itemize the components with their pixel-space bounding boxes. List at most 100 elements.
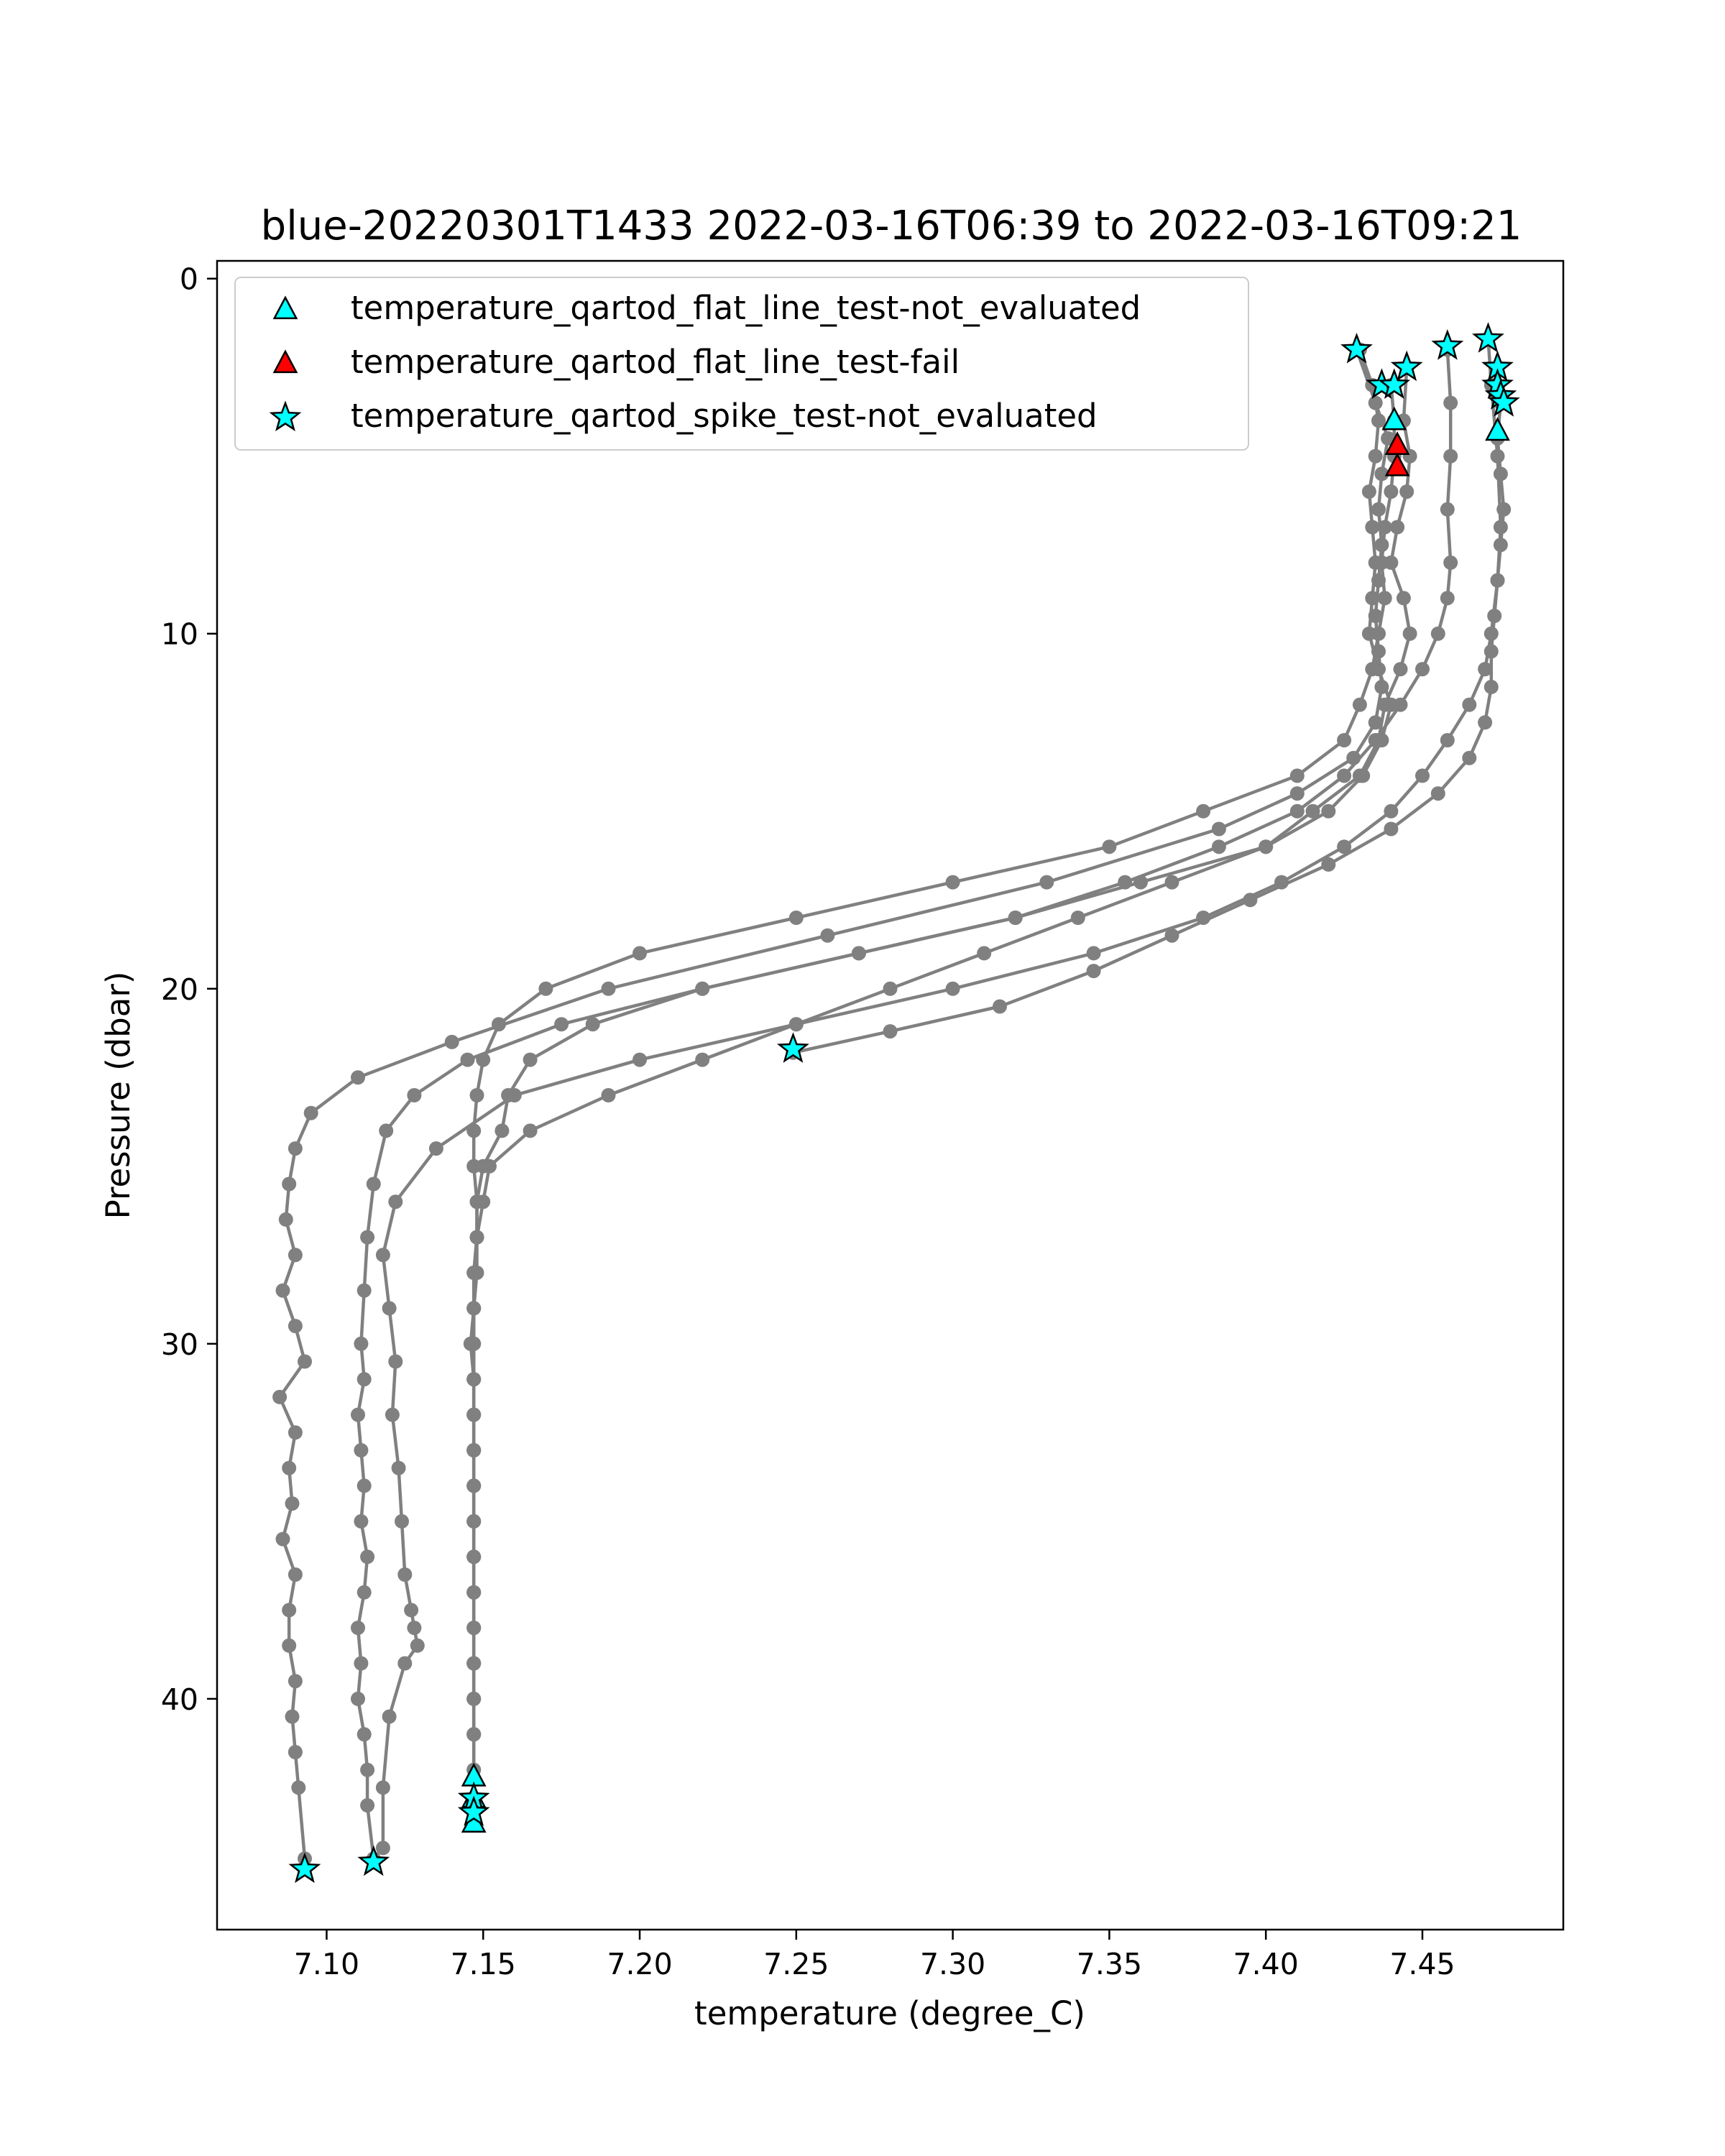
y-axis-ticks: 0 10 20 30 40 bbox=[161, 262, 217, 1717]
profile-point bbox=[356, 1727, 372, 1742]
profile-point bbox=[820, 928, 835, 943]
profile-point bbox=[1211, 839, 1226, 854]
profile-point bbox=[404, 1603, 419, 1618]
x-axis-label: temperature (degree_C) bbox=[694, 1994, 1085, 2032]
profile-point bbox=[1374, 679, 1389, 694]
profile-point bbox=[1289, 803, 1305, 819]
profile-point bbox=[538, 981, 553, 996]
profile-point bbox=[523, 1123, 538, 1138]
profile-point bbox=[1484, 644, 1499, 659]
profile-point bbox=[397, 1656, 413, 1671]
x-axis-ticks: 7.10 7.15 7.20 7.25 7.30 7.35 7.40 7.45 bbox=[294, 1930, 1455, 1981]
profile-point bbox=[1368, 448, 1383, 464]
profile-point bbox=[1352, 697, 1367, 712]
profile-point bbox=[282, 1603, 297, 1618]
profile-point bbox=[1371, 502, 1386, 517]
profile-point bbox=[1496, 502, 1512, 517]
profile-point bbox=[379, 1123, 394, 1138]
legend-label-flat-line-fail: temperature_qartod_flat_line_test-fail bbox=[351, 343, 960, 381]
profile-point bbox=[391, 1460, 406, 1475]
profile-point bbox=[360, 1549, 375, 1565]
profile-point bbox=[554, 1017, 569, 1032]
profile-point bbox=[354, 1443, 369, 1457]
profile-point bbox=[354, 1656, 369, 1671]
profile-point bbox=[275, 1531, 290, 1547]
profile-point bbox=[397, 1567, 413, 1582]
profile-point bbox=[1484, 679, 1499, 694]
profile-point bbox=[523, 1052, 538, 1067]
profile-point bbox=[466, 1621, 482, 1636]
profile-point bbox=[788, 911, 804, 925]
profile-point bbox=[1368, 609, 1383, 623]
flag-marker-2 bbox=[1471, 322, 1504, 353]
profile-point bbox=[1393, 697, 1408, 712]
profile-point bbox=[466, 1549, 482, 1565]
profile-point bbox=[1396, 591, 1411, 606]
profile-point bbox=[1070, 911, 1085, 925]
profile-point bbox=[977, 946, 992, 961]
profile-point bbox=[444, 1034, 459, 1049]
legend-box bbox=[234, 277, 1249, 451]
profile-point bbox=[375, 1780, 390, 1795]
profile-point bbox=[1086, 946, 1101, 961]
flag-marker-2 bbox=[776, 1032, 809, 1063]
profile-point bbox=[303, 1105, 318, 1120]
flag-marker-0 bbox=[1381, 406, 1407, 430]
profile-point bbox=[382, 1709, 397, 1724]
profile-point bbox=[469, 1194, 484, 1210]
profile-point bbox=[1337, 733, 1352, 747]
flag-marker-2 bbox=[1378, 368, 1411, 399]
profile-point bbox=[1384, 803, 1399, 819]
profile-point bbox=[1374, 466, 1389, 482]
y-axis-label: Pressure (dbar) bbox=[99, 972, 137, 1220]
profile-point bbox=[466, 1407, 482, 1422]
profile-point bbox=[1337, 768, 1352, 783]
profile-point bbox=[1430, 786, 1445, 801]
flag-marker-2 bbox=[1390, 350, 1423, 382]
profile-point bbox=[1443, 395, 1458, 410]
profile-point bbox=[351, 1070, 365, 1085]
profile-point bbox=[466, 1478, 482, 1493]
flag-marker-2 bbox=[1431, 329, 1464, 360]
profile-point bbox=[1440, 502, 1455, 517]
profile-point bbox=[1365, 662, 1380, 677]
x-tick-label: 7.15 bbox=[451, 1947, 516, 1981]
profile-point bbox=[1305, 803, 1320, 819]
profile-point bbox=[275, 1283, 290, 1298]
profile-point bbox=[1164, 875, 1179, 890]
profile-point bbox=[356, 1283, 372, 1298]
flag-marker-2 bbox=[457, 1795, 490, 1826]
profile-point bbox=[395, 1514, 409, 1529]
profile-point bbox=[351, 1407, 365, 1422]
profile-point bbox=[945, 981, 960, 996]
profile-point bbox=[601, 981, 616, 996]
y-tick-label: 20 bbox=[161, 972, 198, 1007]
profile-point bbox=[632, 946, 647, 961]
profile-point bbox=[1493, 466, 1508, 482]
profile-point bbox=[288, 1567, 303, 1582]
profile-point bbox=[351, 1691, 365, 1706]
profile-point bbox=[1415, 662, 1430, 677]
profile-point bbox=[466, 1727, 482, 1742]
x-tick-label: 7.20 bbox=[607, 1947, 672, 1981]
profile-point bbox=[407, 1088, 422, 1102]
profile-point bbox=[476, 1158, 491, 1174]
flag-markers bbox=[288, 322, 1520, 1884]
profile-point bbox=[1118, 875, 1133, 890]
profile-point bbox=[1493, 538, 1508, 553]
profile-point bbox=[1368, 395, 1383, 410]
profile-point bbox=[360, 1762, 375, 1777]
profile-point bbox=[883, 1024, 898, 1039]
profile-point bbox=[1462, 697, 1477, 712]
chart-title: blue-20220301T1433 2022-03-16T06:39 to 2… bbox=[261, 203, 1522, 249]
x-tick-label: 7.40 bbox=[1233, 1947, 1299, 1981]
profile-point bbox=[1039, 875, 1054, 890]
profile-point bbox=[356, 1585, 372, 1600]
profile-point bbox=[288, 1674, 303, 1689]
profile-point bbox=[1371, 573, 1386, 588]
profile-point bbox=[1384, 484, 1399, 499]
y-tick-label: 0 bbox=[180, 262, 198, 297]
profile-point bbox=[375, 1248, 390, 1263]
profile-point bbox=[1289, 786, 1305, 801]
profile-point bbox=[1462, 750, 1477, 765]
